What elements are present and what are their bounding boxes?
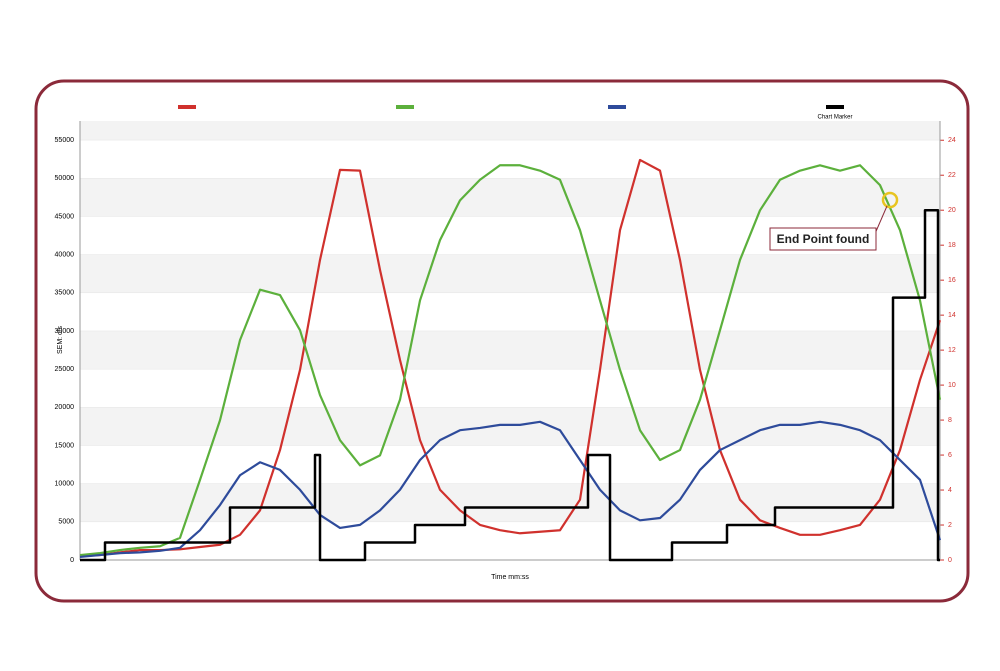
x-axis-label: Time mm:ss [491,574,529,581]
y-tick-label: 0 [70,557,74,564]
grid-band [80,330,940,370]
grid-band [80,483,940,522]
series-line [79,164,942,557]
grid-band [80,407,940,446]
y2-tick-label: 0 [948,557,952,564]
y2-tick-label: 16 [948,277,956,284]
grid-band [80,121,940,141]
y2-tick-label: 18 [948,242,956,249]
y2-tick-label: 22 [948,172,956,179]
y-tick-label: 15000 [55,442,75,449]
y2-tick-label: 12 [948,347,956,354]
y-tick-label: 30000 [55,328,75,335]
grid-band [80,178,940,217]
y-tick-label: 5000 [58,519,74,526]
y2-tick-label: 24 [948,137,956,144]
y-tick-label: 40000 [55,251,75,258]
y-tick-label: 55000 [55,137,75,144]
annotation-box [769,227,877,251]
y-tick-label: 20000 [55,404,75,411]
legend-label: Chart Marker [817,115,852,121]
frame [34,79,970,603]
y-tick-label: 50000 [55,175,75,182]
y2-tick-label: 2 [948,522,952,529]
series-line [79,420,942,559]
y-tick-label: 45000 [55,213,75,220]
y2-tick-label: 6 [948,452,952,459]
y-tick-label: 10000 [55,480,75,487]
series-line [80,208,940,562]
y-tick-label: 35000 [55,290,75,297]
y2-tick-label: 8 [948,417,952,424]
y2-tick-label: 4 [948,487,952,494]
end-point-marker [881,191,899,209]
y2-tick-label: 20 [948,207,956,214]
y2-tick-label: 10 [948,382,956,389]
y-tick-label: 25000 [55,366,75,373]
y2-tick-label: 14 [948,312,956,319]
y-axis-label: SEM: c/s [57,326,64,355]
annotation: End Point found [777,232,870,246]
grid-band [80,254,940,293]
